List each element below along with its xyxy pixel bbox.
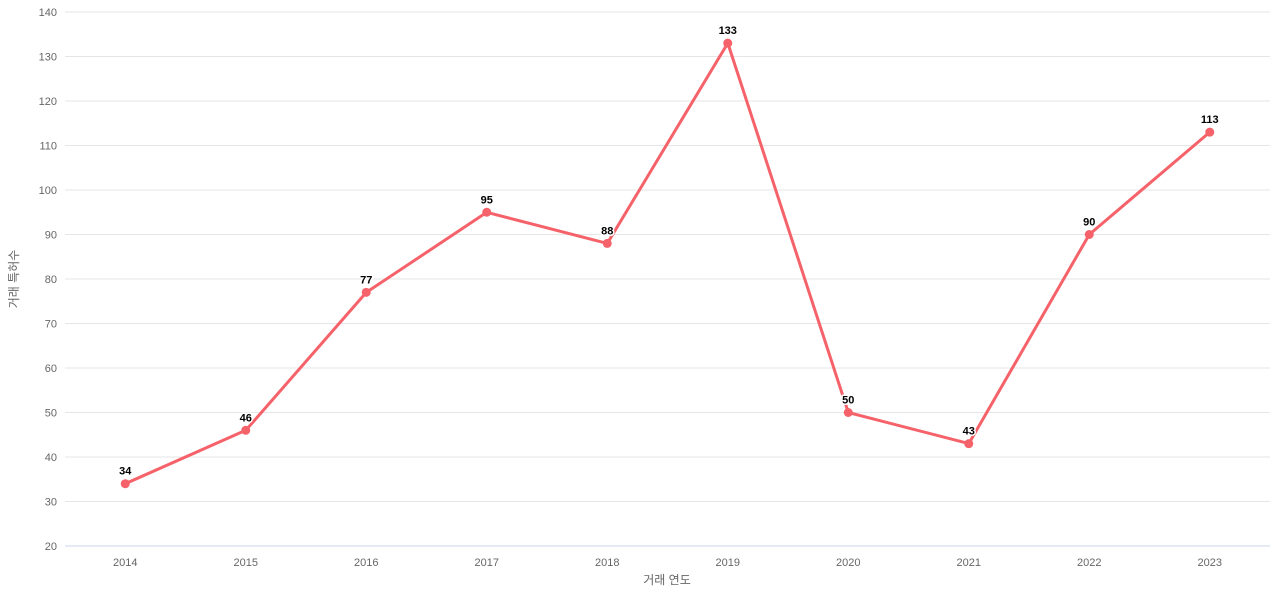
data-point-label: 113 xyxy=(1201,114,1219,126)
y-tick-label: 120 xyxy=(39,96,57,108)
x-tick-label: 2016 xyxy=(354,557,378,569)
y-tick-label: 130 xyxy=(39,52,57,64)
y-tick-label: 60 xyxy=(45,363,57,375)
y-tick-label: 20 xyxy=(45,541,57,553)
x-tick-label: 2015 xyxy=(234,557,258,569)
x-tick-label: 2021 xyxy=(957,557,981,569)
series-line xyxy=(123,41,1212,486)
gridlines-group xyxy=(65,11,1270,547)
data-point[interactable] xyxy=(723,38,733,48)
data-point-label: 50 xyxy=(842,395,854,407)
data-point-label: 77 xyxy=(360,274,372,286)
data-point[interactable] xyxy=(602,238,612,248)
y-axis-title: 거래 특허수 xyxy=(7,250,21,309)
data-point-label: 43 xyxy=(963,426,975,438)
data-points-group xyxy=(120,38,1215,489)
y-tick-label: 40 xyxy=(45,452,57,464)
data-point-label: 46 xyxy=(240,412,252,424)
x-tick-label: 2018 xyxy=(595,557,619,569)
x-axis-title: 거래 연도 xyxy=(643,573,691,587)
y-axis-tick-labels: 20 30 40 50 60 70 80 90 100 110 120 130 140 xyxy=(39,7,57,553)
data-point[interactable] xyxy=(964,439,974,449)
y-tick-label: 80 xyxy=(45,274,57,286)
data-point-label: 34 xyxy=(119,466,132,478)
y-tick-label: 30 xyxy=(45,497,57,509)
data-labels-group: 34 46 77 95 88 133 50 43 90 113 xyxy=(118,24,1221,480)
data-point[interactable] xyxy=(241,425,251,435)
y-tick-label: 70 xyxy=(45,319,57,331)
data-point-label: 133 xyxy=(719,25,737,37)
data-point[interactable] xyxy=(482,207,492,217)
y-tick-label: 110 xyxy=(39,141,57,153)
x-tick-label: 2022 xyxy=(1077,557,1101,569)
data-point[interactable] xyxy=(843,408,853,417)
y-tick-label: 50 xyxy=(45,408,57,420)
data-point-label: 95 xyxy=(481,194,493,206)
y-tick-label: 100 xyxy=(39,185,57,197)
x-tick-label: 2020 xyxy=(836,557,860,569)
x-axis-tick-labels: 2014 2015 2016 2017 2018 2019 2020 2021 2022 2023 xyxy=(113,557,1222,569)
x-tick-label: 2023 xyxy=(1198,557,1222,569)
x-tick-label: 2017 xyxy=(475,557,499,569)
data-point[interactable] xyxy=(361,287,371,297)
y-tick-label: 140 xyxy=(39,7,57,19)
data-point-label: 88 xyxy=(601,225,613,237)
x-tick-label: 2019 xyxy=(716,557,740,569)
data-point[interactable] xyxy=(120,479,130,489)
data-point-label: 90 xyxy=(1083,217,1095,229)
data-point[interactable] xyxy=(1084,230,1094,239)
x-tick-label: 2014 xyxy=(113,557,137,569)
data-point[interactable] xyxy=(1205,127,1215,137)
y-tick-label: 90 xyxy=(45,230,57,242)
